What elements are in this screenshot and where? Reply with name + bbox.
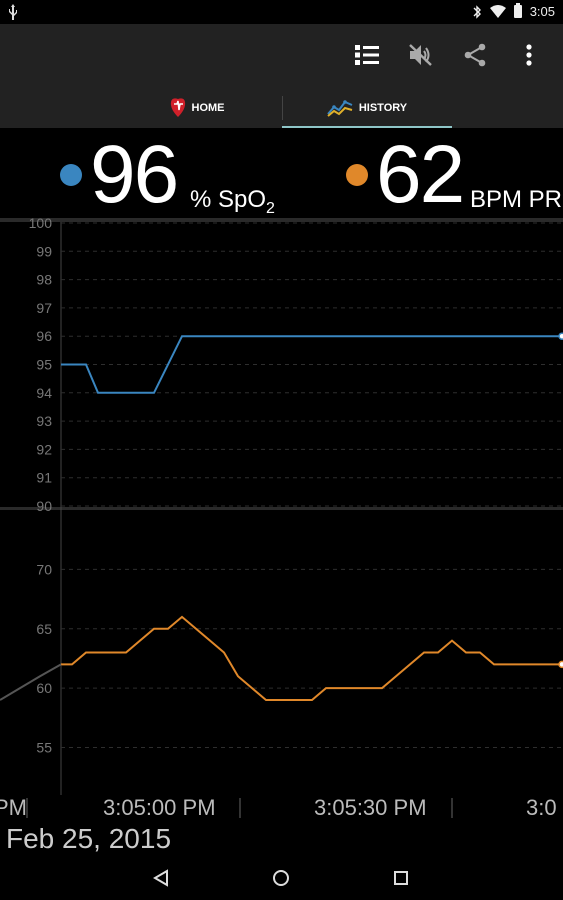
tab-history[interactable]: HISTORY bbox=[282, 88, 452, 128]
recents-icon[interactable] bbox=[388, 865, 414, 891]
y-tick-label: 99 bbox=[36, 243, 52, 259]
x-tick-label: 3:05:00 PM bbox=[103, 795, 216, 820]
status-icons: 3:05 bbox=[472, 3, 555, 19]
spo2-latest-point bbox=[558, 332, 563, 340]
y-tick-label: 92 bbox=[36, 441, 52, 457]
pr-color-dot bbox=[346, 164, 368, 186]
overflow-menu-icon[interactable] bbox=[509, 38, 549, 72]
spo2-unit-sub: 2 bbox=[266, 199, 275, 217]
history-chart[interactable]: 100 99 98 97 96 95 94 93 92 91 90 70 65 60 55 PM 3:05:0… bbox=[0, 218, 563, 855]
tab-selected-indicator bbox=[282, 126, 452, 128]
spo2-line bbox=[61, 335, 563, 394]
x-tick-label: 3:05:30 PM bbox=[314, 795, 427, 820]
y-tick-label: 94 bbox=[36, 385, 52, 401]
y-tick-label: 90 bbox=[36, 498, 52, 514]
bluetooth-icon bbox=[472, 4, 482, 19]
grid-lines bbox=[61, 222, 563, 748]
y-tick-label: 55 bbox=[36, 740, 52, 756]
spo2-unit: % SpO2 bbox=[190, 186, 275, 218]
line-chart-icon bbox=[327, 97, 353, 120]
y-tick-labels: 100 99 98 97 96 95 94 93 92 91 90 70 65 60 55 bbox=[29, 218, 53, 756]
heart-pulse-icon bbox=[170, 95, 186, 122]
mute-icon[interactable] bbox=[401, 38, 441, 72]
y-tick-label: 91 bbox=[36, 470, 52, 486]
history-graphs[interactable]: 100 99 98 97 96 95 94 93 92 91 90 70 65 60 55 PM 3:05:0… bbox=[0, 218, 563, 855]
y-tick-label: 97 bbox=[36, 300, 52, 316]
pr-latest-point bbox=[558, 660, 563, 669]
y-tick-label: 70 bbox=[36, 561, 52, 577]
pr-unit: BPM PR bbox=[470, 186, 563, 213]
y-tick-label: 93 bbox=[36, 413, 52, 429]
time-axis: PM 3:05:00 PM 3:05:30 PM 3:0 bbox=[0, 795, 557, 820]
app-bar bbox=[0, 24, 563, 88]
tab-home-label: HOME bbox=[191, 102, 225, 114]
series-lines bbox=[0, 332, 563, 701]
spo2-unit-prefix: % SpO bbox=[190, 186, 267, 213]
y-tick-label: 98 bbox=[36, 272, 52, 288]
pr-line bbox=[61, 615, 563, 701]
y-tick-label: 100 bbox=[29, 218, 53, 231]
status-time: 3:05 bbox=[529, 4, 555, 19]
readings-panel: 96 % SpO2 62 BPM PR bbox=[0, 128, 563, 218]
graph-top-border bbox=[0, 218, 563, 222]
pr-value: 62 bbox=[376, 129, 465, 218]
tab-bar: HOME HISTORY bbox=[0, 88, 563, 128]
home-icon[interactable] bbox=[268, 865, 294, 891]
y-tick-label: 60 bbox=[36, 680, 52, 696]
x-tick-label: 3:0 bbox=[526, 795, 557, 820]
x-tick-label: PM bbox=[0, 795, 27, 820]
wifi-icon bbox=[489, 5, 506, 18]
back-icon[interactable] bbox=[148, 865, 174, 891]
spo2-color-dot bbox=[60, 164, 82, 186]
list-icon[interactable] bbox=[347, 38, 387, 72]
tab-home[interactable]: HOME bbox=[112, 88, 282, 128]
graph-separator bbox=[0, 507, 563, 510]
share-icon[interactable] bbox=[455, 38, 495, 72]
y-tick-label: 65 bbox=[36, 621, 52, 637]
status-bar: 3:05 bbox=[0, 0, 563, 24]
tab-divider bbox=[282, 96, 283, 120]
navigation-bar bbox=[0, 855, 563, 900]
pr-history-line bbox=[0, 663, 62, 701]
usb-icon bbox=[8, 4, 18, 23]
y-tick-label: 96 bbox=[36, 328, 52, 344]
y-tick-label: 95 bbox=[36, 357, 52, 373]
spo2-value: 96 bbox=[90, 129, 179, 218]
tab-history-label: HISTORY bbox=[358, 102, 408, 114]
date-label: Feb 25, 2015 bbox=[6, 823, 171, 854]
battery-icon bbox=[513, 3, 522, 18]
